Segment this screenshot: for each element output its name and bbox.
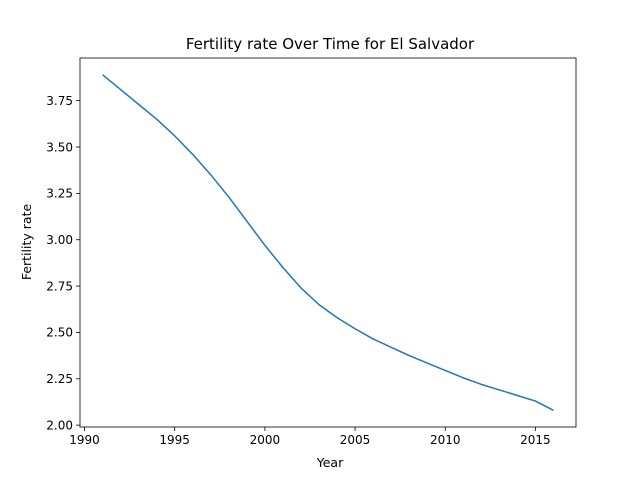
y-tick-label: 2.25 [46,372,73,386]
y-tick-label: 3.50 [46,140,73,154]
y-tick-label: 3.75 [46,94,73,108]
x-tick-label: 2010 [430,433,461,447]
y-tick-label: 3.00 [46,233,73,247]
x-tick-label: 2015 [520,433,551,447]
x-axis-label: Year [316,455,344,470]
y-tick-label: 2.50 [46,326,73,340]
y-tick-label: 2.75 [46,279,73,293]
y-tick-label: 3.25 [46,187,73,201]
plot-area: 1990 1995 2000 2005 2010 2015 2.00 2.25 2.50 2.75… [46,57,577,447]
y-axis-label: Fertility rate [19,204,34,281]
chart-title: Fertility rate Over Time for El Salvador [186,35,475,53]
x-tick-label: 1995 [159,433,190,447]
x-tick-label: 2005 [340,433,371,447]
x-tick-label: 1990 [69,433,100,447]
y-tick-label: 2.00 [46,418,73,432]
plot-frame [79,57,577,428]
series-line [102,74,554,411]
x-tick-label: 2000 [250,433,281,447]
